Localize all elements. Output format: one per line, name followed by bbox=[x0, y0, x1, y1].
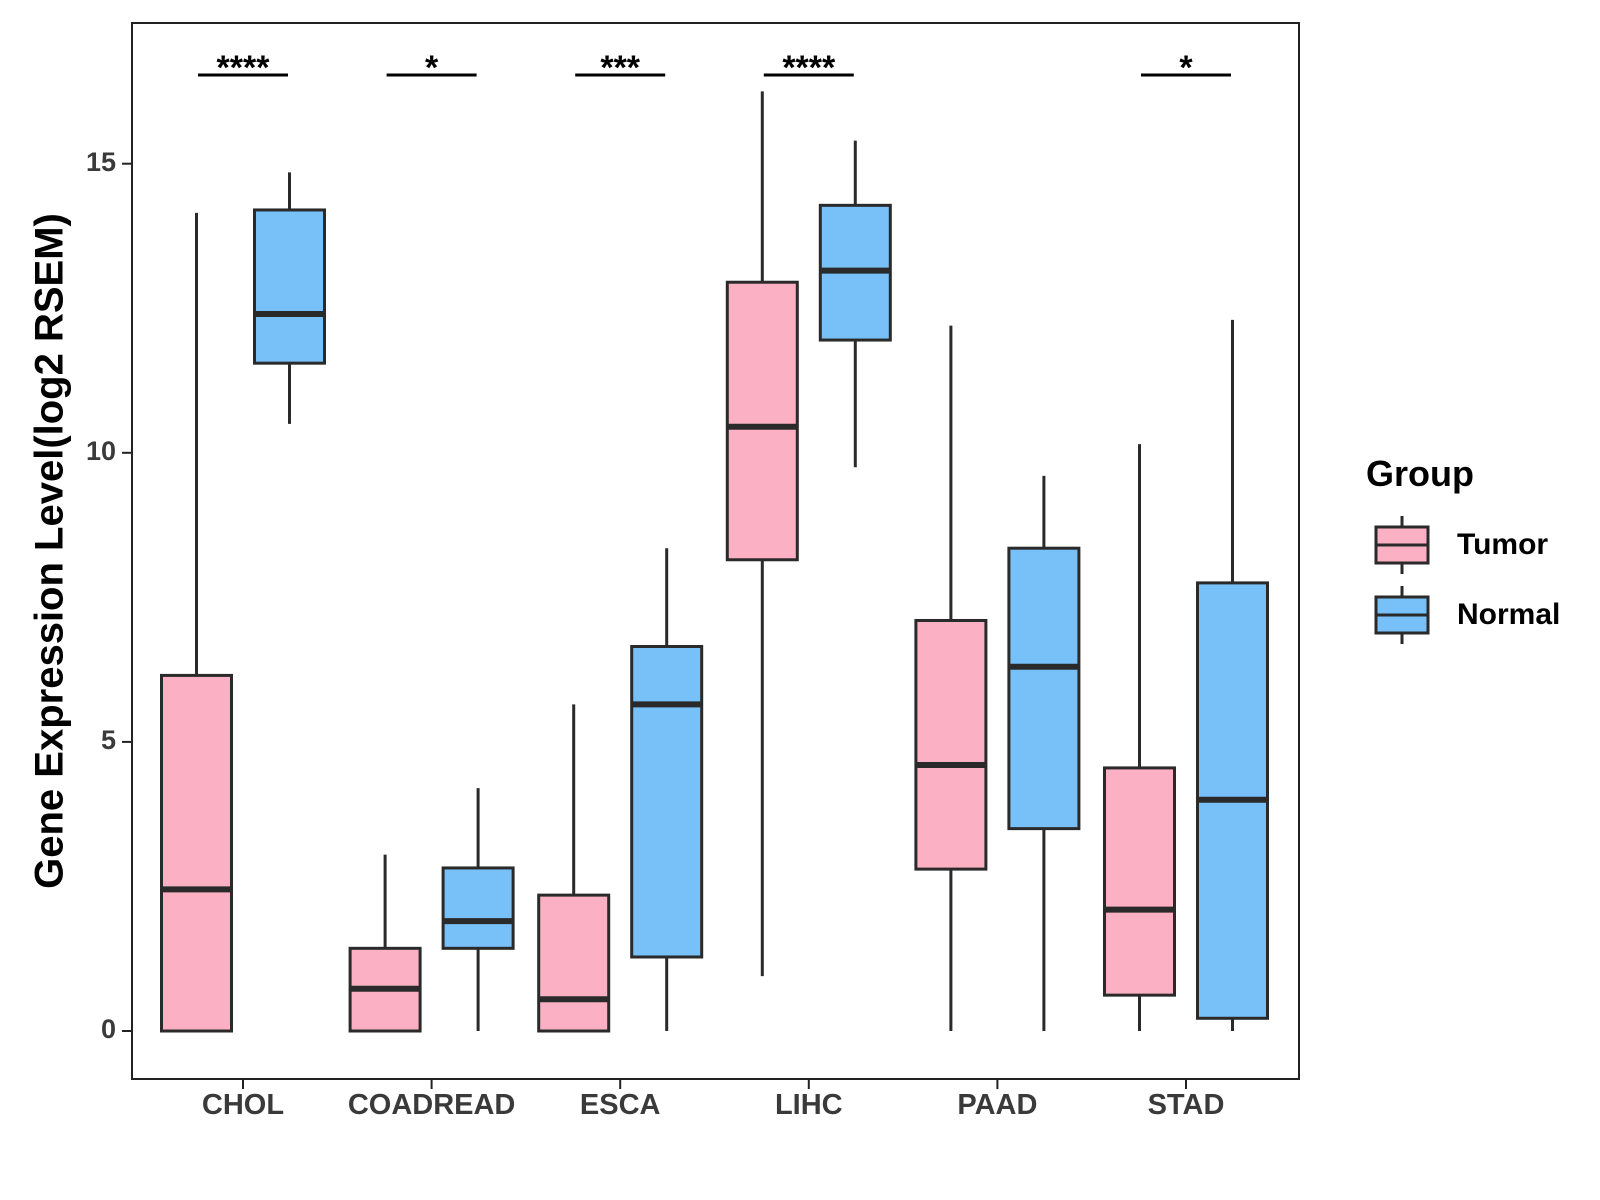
box-coadread-tumor bbox=[348, 854, 422, 1033]
box-chol-tumor bbox=[160, 212, 233, 1033]
box-iqr-coadread-normal bbox=[441, 866, 515, 950]
x-tick-label-chol: CHOL bbox=[202, 1089, 284, 1121]
significance-label-chol: **** bbox=[217, 49, 271, 87]
legend-label-tumor: Tumor bbox=[1457, 528, 1548, 561]
box-paad-normal bbox=[1007, 475, 1081, 1031]
box-coadread-normal bbox=[441, 788, 515, 1031]
x-tick-label-esca: ESCA bbox=[580, 1089, 661, 1121]
significance-label-coadread: * bbox=[425, 49, 439, 87]
x-tick-label-stad: STAD bbox=[1148, 1089, 1225, 1121]
significance-label-lihc: **** bbox=[782, 49, 836, 87]
x-tick-label-paad: PAAD bbox=[957, 1089, 1037, 1121]
y-tick-label-5: 5 bbox=[101, 725, 116, 755]
legend-item-tumor: Tumor bbox=[1374, 516, 1548, 574]
box-stad-tumor bbox=[1103, 444, 1176, 1031]
significance-label-stad: * bbox=[1179, 49, 1193, 87]
plot-layer: **** * *** **** * bbox=[160, 49, 1269, 1033]
box-chol-normal bbox=[253, 172, 326, 424]
box-esca-tumor bbox=[537, 704, 611, 1033]
legend-item-normal: Normal bbox=[1374, 586, 1560, 644]
plot-panel-border bbox=[131, 22, 1300, 1080]
box-lihc-normal bbox=[818, 140, 892, 468]
y-tick-label-15: 15 bbox=[86, 147, 116, 177]
x-tick-label-coadread: COADREAD bbox=[348, 1089, 516, 1121]
box-iqr-chol-tumor bbox=[160, 673, 233, 1033]
legend-title: Group bbox=[1366, 453, 1474, 494]
box-iqr-stad-tumor bbox=[1103, 766, 1176, 997]
box-iqr-paad-tumor bbox=[914, 618, 988, 871]
significance-label-esca: *** bbox=[600, 49, 640, 87]
box-paad-tumor bbox=[914, 325, 988, 1031]
box-iqr-lihc-tumor bbox=[725, 280, 799, 562]
box-iqr-paad-normal bbox=[1007, 546, 1081, 831]
box-esca-normal bbox=[630, 548, 704, 1031]
x-tick-label-lihc: LIHC bbox=[775, 1089, 843, 1121]
legend: Group Tumor Normal bbox=[1366, 453, 1560, 644]
box-iqr-chol-normal bbox=[253, 208, 326, 365]
y-tick-label-10: 10 bbox=[86, 436, 116, 466]
box-iqr-esca-normal bbox=[630, 644, 704, 959]
legend-label-normal: Normal bbox=[1457, 598, 1560, 631]
axis-layer: 0 5 10 15 CHOL COADREAD ESCA LIHC PAAD STAD bbox=[86, 147, 1224, 1121]
y-tick-label-0: 0 bbox=[101, 1014, 116, 1044]
box-iqr-esca-tumor bbox=[537, 893, 611, 1033]
y-axis-title: Gene Expression Level(log2 RSEM) bbox=[28, 213, 72, 889]
box-lihc-tumor bbox=[725, 91, 799, 977]
box-stad-normal bbox=[1196, 319, 1269, 1031]
